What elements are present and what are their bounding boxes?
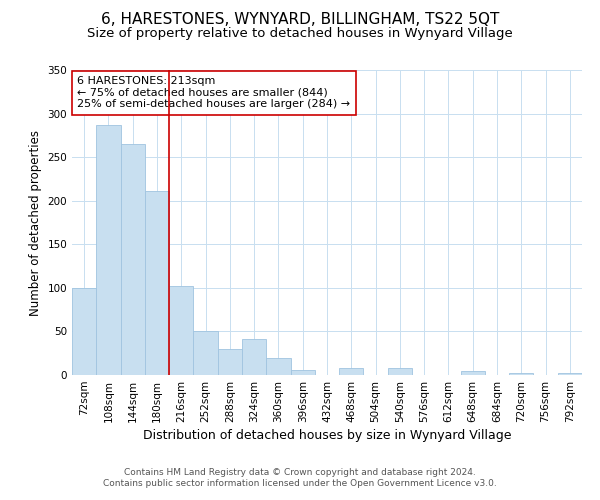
Bar — [72, 288, 96, 375]
Text: Contains HM Land Registry data © Crown copyright and database right 2024.
Contai: Contains HM Land Registry data © Crown c… — [103, 468, 497, 487]
Bar — [169, 286, 193, 375]
Bar — [339, 368, 364, 375]
Bar — [218, 349, 242, 375]
Bar — [193, 330, 218, 375]
Bar — [290, 370, 315, 375]
Text: Size of property relative to detached houses in Wynyard Village: Size of property relative to detached ho… — [87, 28, 513, 40]
Text: 6 HARESTONES: 213sqm
← 75% of detached houses are smaller (844)
25% of semi-deta: 6 HARESTONES: 213sqm ← 75% of detached h… — [77, 76, 350, 110]
Bar — [509, 374, 533, 375]
Bar — [121, 144, 145, 375]
Bar — [461, 370, 485, 375]
Text: 6, HARESTONES, WYNYARD, BILLINGHAM, TS22 5QT: 6, HARESTONES, WYNYARD, BILLINGHAM, TS22… — [101, 12, 499, 28]
Y-axis label: Number of detached properties: Number of detached properties — [29, 130, 42, 316]
Bar — [96, 125, 121, 375]
Bar — [388, 368, 412, 375]
Bar — [266, 358, 290, 375]
Bar — [145, 191, 169, 375]
X-axis label: Distribution of detached houses by size in Wynyard Village: Distribution of detached houses by size … — [143, 429, 511, 442]
Bar — [242, 340, 266, 375]
Bar — [558, 374, 582, 375]
